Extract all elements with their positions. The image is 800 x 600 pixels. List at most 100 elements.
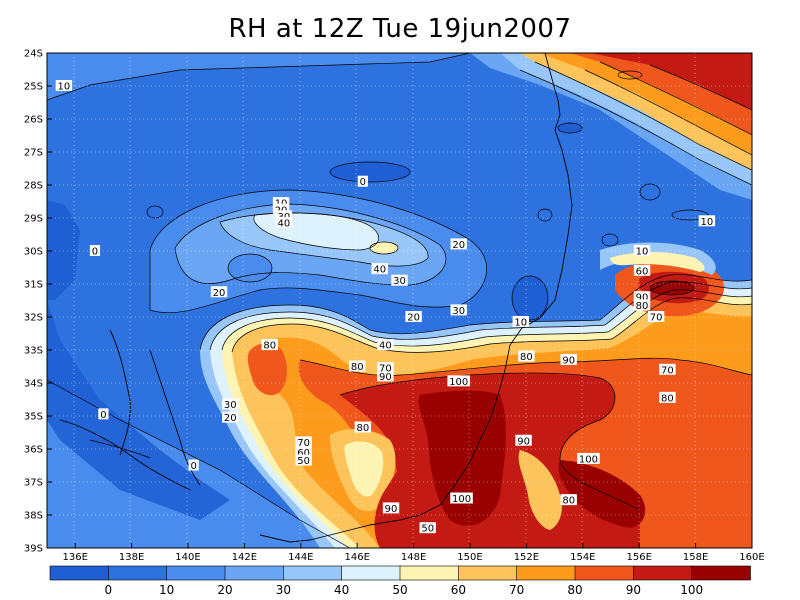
- contour-label: 60: [636, 266, 649, 277]
- page-title: RH at 12Z Tue 19jun2007: [228, 14, 572, 44]
- contour-label-bg: [512, 315, 529, 327]
- contour-label-bg: [382, 502, 400, 514]
- lat-tick-label: 29S: [24, 214, 43, 225]
- lon-tick-label: 148E: [401, 552, 426, 563]
- colorbar-swatch: [399, 565, 460, 581]
- contour-label-bg: [354, 421, 372, 433]
- lon-tick-label: 150E: [457, 552, 482, 563]
- colorbar-label: 20: [217, 583, 232, 597]
- colorbar-swatch: [224, 565, 285, 581]
- contour-label-bg: [222, 398, 239, 410]
- contour-label: 90: [562, 355, 575, 366]
- lat-tick-label: 38S: [24, 511, 43, 522]
- contour-label: 90: [517, 436, 530, 447]
- lon-tick-label: 158E: [683, 552, 708, 563]
- lat-tick-label: 35S: [24, 412, 43, 423]
- contour-label-bg: [450, 304, 467, 316]
- contour-label: 90: [636, 293, 649, 304]
- colorbar-swatch: [341, 565, 401, 581]
- contour-label: 90: [385, 504, 398, 515]
- lon-tick-label: 142E: [232, 552, 257, 563]
- contour-label: 20: [224, 413, 237, 424]
- contour-label-bg: [577, 452, 600, 464]
- colorbar-label: 40: [334, 583, 349, 597]
- contour-label: 80: [263, 341, 276, 352]
- lon-tick-label: 138E: [119, 552, 144, 563]
- contour-label-bg: [633, 245, 651, 256]
- contour-label: 20: [452, 240, 465, 251]
- contour-label-bg: [419, 522, 436, 534]
- contour-label: 100: [449, 377, 468, 388]
- contour-label: 30: [224, 400, 237, 411]
- lat-tick-label: 31S: [24, 280, 43, 291]
- contour-label: 80: [351, 362, 364, 373]
- contour-label: 100: [579, 454, 598, 465]
- contour-label: 50: [297, 456, 310, 467]
- lat-tick-label: 25S: [24, 82, 43, 93]
- contour-label: 30: [393, 276, 406, 287]
- contour-label-bg: [295, 454, 312, 466]
- contour-label: 40: [278, 218, 291, 229]
- contour-label: 10: [701, 217, 714, 228]
- contour-label: 30: [452, 306, 465, 317]
- colorbar-label: 10: [159, 583, 174, 597]
- contour-label: 10: [58, 82, 71, 93]
- contour-label-bg: [89, 245, 101, 256]
- lon-tick-label: 136E: [62, 552, 87, 563]
- contour-label-bg: [450, 492, 473, 504]
- lat-tick-label: 26S: [24, 115, 43, 126]
- contour-label-bg: [261, 339, 278, 351]
- colorbar-swatch: [166, 565, 226, 581]
- contour-label: 20: [407, 313, 420, 324]
- contour-label-bg: [647, 311, 665, 322]
- contour-label-bg: [371, 263, 388, 275]
- contour-label: 40: [379, 341, 392, 352]
- contour-label-bg: [405, 311, 422, 322]
- lat-tick-label: 39S: [24, 544, 43, 555]
- contour-label-bg: [447, 375, 471, 387]
- contour-label-bg: [698, 215, 716, 227]
- contour-label-bg: [450, 238, 467, 250]
- contour-label: 90: [379, 372, 392, 383]
- contour-label-bg: [659, 391, 676, 403]
- lon-tick-label: 154E: [570, 552, 595, 563]
- contour-label: 80: [520, 352, 533, 363]
- contour-label-bg: [357, 175, 368, 187]
- colorbar-label: 100: [680, 583, 703, 597]
- colorbar-swatch: [633, 565, 693, 581]
- contour-label-bg: [272, 197, 290, 209]
- contour-label-bg: [391, 274, 408, 286]
- colorbar-swatch: [574, 565, 635, 581]
- contour-label: 10: [636, 247, 649, 258]
- contour-label-bg: [377, 339, 394, 351]
- contour-label: 10: [514, 317, 527, 328]
- colorbar: 0 10 20 30 40 50 60 70 80 90 100: [49, 565, 751, 597]
- contour-label-bg: [633, 264, 651, 276]
- lat-tick-label: 34S: [24, 379, 43, 390]
- contour-label: 80: [356, 423, 369, 434]
- contour-label-bg: [377, 370, 394, 382]
- contour-label: 20: [213, 288, 226, 299]
- contour-label-bg: [275, 216, 293, 228]
- colorbar-swatch: [49, 565, 110, 581]
- latitude-ticks: 24S 25S 26S 27S 28S 29S 30S 31S 32S 33S 34S 35S 36S 3…: [24, 49, 52, 555]
- colorbar-label: 60: [451, 583, 466, 597]
- contour-label: 40: [373, 265, 386, 276]
- contour-label-bg: [295, 446, 312, 458]
- colorbar-swatch: [108, 565, 168, 581]
- colorbar-label: 0: [105, 583, 113, 597]
- contour-label: 80: [636, 301, 649, 312]
- lat-tick-label: 37S: [24, 478, 43, 489]
- contour-label-bg: [349, 360, 366, 372]
- colorbar-label: 90: [626, 583, 641, 597]
- lon-tick-label: 156E: [626, 552, 651, 563]
- contour-label: 80: [562, 496, 575, 507]
- contour-label: 0: [100, 410, 106, 421]
- contour-label: 70: [661, 365, 674, 376]
- contour-label-bg: [55, 80, 73, 91]
- contour-label-bg: [515, 434, 532, 446]
- lon-tick-label: 160E: [739, 552, 764, 563]
- lat-tick-label: 36S: [24, 445, 43, 456]
- contour-label: 0: [360, 177, 366, 188]
